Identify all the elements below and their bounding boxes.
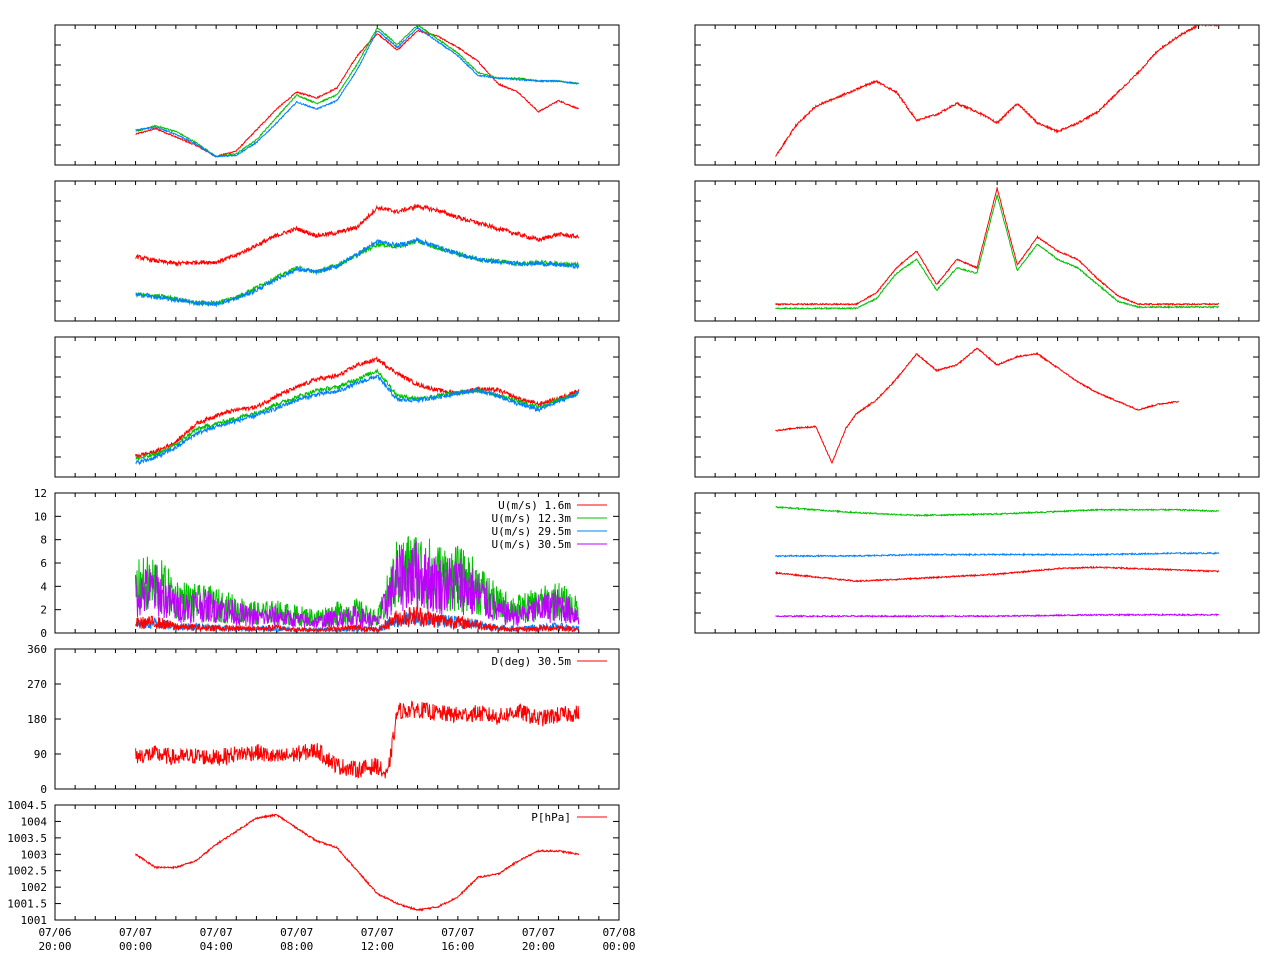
left-6-ytick-label: 1004: [21, 815, 48, 828]
time-axis-date-label: 07/07: [280, 926, 313, 939]
time-axis-time-label: 12:00: [361, 940, 394, 953]
right-1-frame: [694, 24, 1260, 166]
left-6-ytick-label: 1003: [21, 848, 48, 861]
left-4-ytick-label: 12: [34, 487, 47, 500]
right-2-frame: [694, 180, 1260, 322]
left-4-legend-label: U(m/s) 30.5m: [492, 538, 572, 551]
right-2-series-green: [775, 193, 1220, 311]
time-axis-time-label: 00:00: [119, 940, 152, 953]
left-1-series-red: [135, 29, 579, 158]
time-axis-date-label: 07/06: [38, 926, 71, 939]
left-4-series-red: [135, 606, 580, 633]
left-4-ytick-label: 10: [34, 510, 47, 523]
left-4-legend-label: U(m/s) 29.5m: [492, 525, 572, 538]
time-axis-date-label: 07/07: [200, 926, 233, 939]
left-6-legend-label: P[hPa]: [531, 811, 571, 824]
left-6-series-red: [135, 813, 580, 912]
left-5-series-red: [135, 700, 580, 779]
left-4-series-purple: [135, 540, 580, 629]
left-2-series-green: [135, 238, 580, 307]
left-4-ytick-label: 2: [40, 604, 47, 617]
left-6-ytick-label: 1002.5: [7, 865, 47, 878]
left-5-frame: [54, 648, 620, 790]
left-5-ytick-label: 90: [34, 748, 47, 761]
right-3-series-red: [775, 347, 1179, 465]
left-5-ytick-label: 270: [27, 678, 47, 691]
left-2-series-blue: [135, 236, 580, 308]
left-6-ytick-label: 1001.5: [7, 898, 47, 911]
right-4-series-purple: [775, 612, 1220, 619]
time-axis-date-label: 07/07: [522, 926, 555, 939]
left-4-legend-label: U(m/s) 12.3m: [492, 512, 572, 525]
left-6-ytick-label: 1004.5: [7, 799, 47, 812]
time-axis-date-label: 07/07: [119, 926, 152, 939]
time-axis-date-label: 07/07: [361, 926, 394, 939]
left-6-ytick-label: 1002: [21, 881, 48, 894]
left-2-series-red: [135, 203, 580, 267]
time-axis-time-label: 16:00: [441, 940, 474, 953]
left-1-series-green: [135, 25, 580, 158]
right-3-frame: [694, 336, 1260, 478]
right-4-series-red: [775, 565, 1220, 583]
time-axis-time-label: 00:00: [602, 940, 635, 953]
time-axis-time-label: 08:00: [280, 940, 313, 953]
time-axis-date-label: 07/07: [441, 926, 474, 939]
left-4-ytick-label: 6: [40, 557, 47, 570]
left-2-frame: [54, 180, 620, 322]
left-4-legend-label: U(m/s) 1.6m: [498, 499, 571, 512]
left-6-ytick-label: 1001: [21, 914, 48, 927]
left-1-series-blue: [135, 26, 579, 158]
left-4-ytick-label: 4: [40, 580, 47, 593]
time-axis-time-label: 20:00: [522, 940, 555, 953]
right-2-series-red: [775, 187, 1220, 307]
left-4-ytick-label: 0: [40, 627, 47, 640]
left-5-ytick-label: 180: [27, 713, 47, 726]
left-5-ytick-label: 0: [40, 783, 47, 796]
time-axis-time-label: 20:00: [38, 940, 71, 953]
left-5-legend-label: D(deg) 30.5m: [492, 655, 572, 668]
left-3-series-blue: [135, 374, 580, 466]
time-axis-time-label: 04:00: [200, 940, 233, 953]
left-5-ytick-label: 360: [27, 643, 47, 656]
right-4-series-blue: [775, 551, 1220, 558]
right-1-series-red: [775, 25, 1220, 157]
time-axis-date-label: 07/08: [602, 926, 635, 939]
right-4-series-green: [775, 505, 1220, 518]
left-4-ytick-label: 8: [40, 534, 47, 547]
left-3-series-red: [135, 355, 580, 459]
left-6-ytick-label: 1003.5: [7, 832, 47, 845]
